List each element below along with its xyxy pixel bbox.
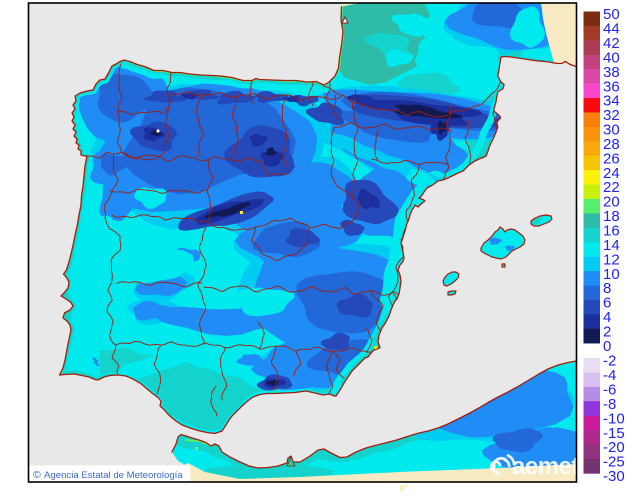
svg-text:©: ©	[33, 469, 41, 481]
svg-text:-30: -30	[603, 468, 625, 485]
svg-text:26: 26	[603, 150, 620, 167]
svg-text:42: 42	[603, 35, 620, 52]
svg-text:12: 12	[603, 251, 620, 268]
svg-text:10: 10	[603, 266, 620, 283]
svg-text:30: 30	[603, 122, 620, 139]
svg-text:18: 18	[603, 208, 620, 225]
svg-text:24: 24	[603, 165, 620, 182]
svg-text:-8: -8	[603, 396, 616, 413]
svg-text:6: 6	[603, 295, 611, 312]
svg-text:0°: 0°	[400, 484, 408, 493]
svg-text:14: 14	[603, 237, 620, 254]
svg-text:22: 22	[603, 179, 620, 196]
svg-text:28: 28	[603, 136, 620, 153]
svg-text:44: 44	[603, 21, 620, 38]
svg-text:4: 4	[603, 309, 611, 326]
svg-text:40: 40	[603, 50, 620, 67]
svg-text:-25: -25	[603, 454, 625, 471]
svg-text:50: 50	[603, 6, 620, 23]
svg-text:0: 0	[603, 338, 611, 355]
svg-text:-2: -2	[603, 353, 616, 370]
svg-text:36: 36	[603, 78, 620, 95]
svg-text:32: 32	[603, 107, 620, 124]
svg-text:Agencia Estatal de Meteorologí: Agencia Estatal de Meteorología	[44, 470, 183, 481]
svg-text:20: 20	[603, 194, 620, 211]
svg-text:-15: -15	[603, 425, 625, 442]
svg-text:-4: -4	[603, 367, 616, 384]
svg-text:16: 16	[603, 223, 620, 240]
svg-text:-10: -10	[603, 410, 625, 427]
svg-text:38: 38	[603, 64, 620, 81]
svg-text:-20: -20	[603, 439, 625, 456]
svg-text:-6: -6	[603, 382, 616, 399]
svg-text:2: 2	[603, 323, 611, 340]
svg-text:8: 8	[603, 280, 611, 297]
svg-text:34: 34	[603, 93, 620, 110]
svg-text:aemet: aemet	[512, 453, 579, 480]
